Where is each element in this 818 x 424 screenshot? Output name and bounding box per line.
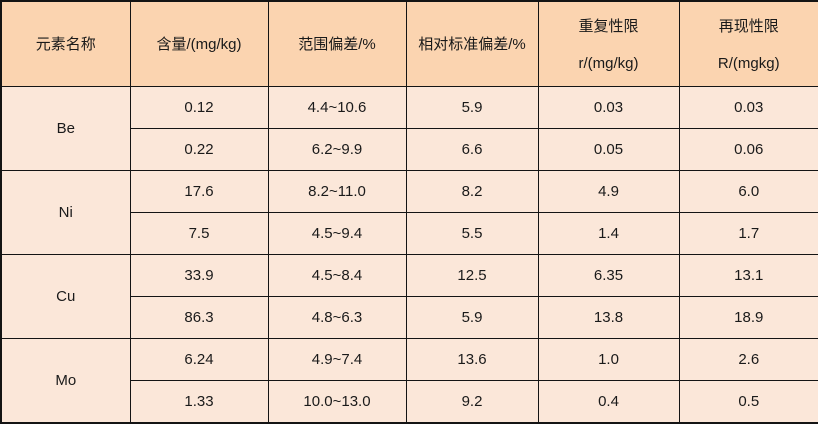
header-reproducibility-title: 再现性限 (718, 18, 779, 36)
table-row: 0.22 6.2~9.9 6.6 0.05 0.06 (1, 127, 818, 171)
reproducibility-cell: 18.9 (678, 296, 818, 340)
reproducibility-cell: 6.0 (678, 169, 818, 213)
table-row: 1.33 10.0~13.0 9.2 0.4 0.5 (1, 380, 818, 424)
header-reproducibility-unit: R/(mgkg) (717, 55, 780, 73)
repeatability-cell: 6.35 (537, 253, 680, 298)
repeatability-cell: 13.8 (537, 296, 680, 340)
range-deviation-cell: 4.9~7.4 (267, 338, 407, 382)
repeatability-cell: 1.4 (537, 211, 680, 256)
range-deviation-cell: 4.4~10.6 (267, 85, 407, 129)
rsd-cell: 5.9 (405, 85, 539, 129)
header-range-deviation: 范围偏差/% (267, 0, 407, 87)
repeatability-cell: 0.03 (537, 85, 680, 129)
repeatability-cell: 0.4 (537, 380, 680, 424)
reproducibility-cell: 2.6 (678, 338, 818, 382)
header-element-name: 元素名称 (0, 0, 131, 87)
table-row: 86.3 4.8~6.3 5.9 13.8 18.9 (1, 296, 818, 340)
header-reproducibility-limit: 再现性限 R/(mgkg) (678, 0, 818, 87)
rsd-cell: 9.2 (405, 380, 539, 424)
reproducibility-cell: 13.1 (678, 253, 818, 298)
table-row: Mo 6.24 4.9~7.4 13.6 1.0 2.6 (0, 338, 818, 424)
range-deviation-cell: 4.5~9.4 (267, 211, 407, 256)
reproducibility-cell: 1.7 (678, 211, 818, 256)
table-row: Cu 33.9 4.5~8.4 12.5 6.35 13.1 (0, 253, 818, 340)
content-cell: 33.9 (129, 253, 269, 298)
repeatability-cell: 1.0 (537, 338, 680, 382)
repeatability-cell: 0.05 (537, 127, 680, 171)
table-row: 7.5 4.5~9.4 5.5 1.4 1.7 (1, 211, 818, 256)
rsd-cell: 5.9 (405, 296, 539, 340)
content-cell: 1.33 (129, 380, 269, 424)
element-name-cell: Mo (0, 338, 131, 424)
header-row: 元素名称 含量/(mg/kg) 范围偏差/% 相对标准偏差/% 重复性限 r/(… (0, 0, 818, 87)
range-deviation-cell: 4.5~8.4 (267, 253, 407, 298)
rsd-cell: 6.6 (405, 127, 539, 171)
range-deviation-cell: 4.8~6.3 (267, 296, 407, 340)
content-cell: 6.24 (129, 338, 269, 382)
table-header: 元素名称 含量/(mg/kg) 范围偏差/% 相对标准偏差/% 重复性限 r/(… (0, 0, 818, 87)
content-cell: 17.6 (129, 169, 269, 213)
rsd-cell: 8.2 (405, 169, 539, 213)
table-row: Be 0.12 4.4~10.6 5.9 0.03 0.03 (0, 85, 818, 171)
element-name-cell: Cu (0, 253, 131, 340)
header-relative-std-deviation: 相对标准偏差/% (405, 0, 539, 87)
reproducibility-cell: 0.06 (678, 127, 818, 171)
reproducibility-cell: 0.03 (678, 85, 818, 129)
range-deviation-cell: 10.0~13.0 (267, 380, 407, 424)
content-cell: 7.5 (129, 211, 269, 256)
rsd-cell: 13.6 (405, 338, 539, 382)
reproducibility-cell: 0.5 (678, 380, 818, 424)
content-cell: 0.12 (129, 85, 269, 129)
header-repeatability-limit: 重复性限 r/(mg/kg) (537, 0, 680, 87)
rsd-cell: 12.5 (405, 253, 539, 298)
header-repeatability-unit: r/(mg/kg) (578, 55, 639, 73)
table-body: Be 0.12 4.4~10.6 5.9 0.03 0.03 0.22 6.2~… (0, 85, 818, 424)
element-name-cell: Be (0, 85, 131, 171)
range-deviation-cell: 6.2~9.9 (267, 127, 407, 171)
range-deviation-cell: 8.2~11.0 (267, 169, 407, 213)
element-name-cell: Ni (0, 169, 131, 256)
header-content: 含量/(mg/kg) (129, 0, 269, 87)
content-cell: 0.22 (129, 127, 269, 171)
repeatability-cell: 4.9 (537, 169, 680, 213)
header-repeatability-title: 重复性限 (578, 18, 639, 36)
rsd-cell: 5.5 (405, 211, 539, 256)
table-row: Ni 17.6 8.2~11.0 8.2 4.9 6.0 (0, 169, 818, 256)
content-cell: 86.3 (129, 296, 269, 340)
